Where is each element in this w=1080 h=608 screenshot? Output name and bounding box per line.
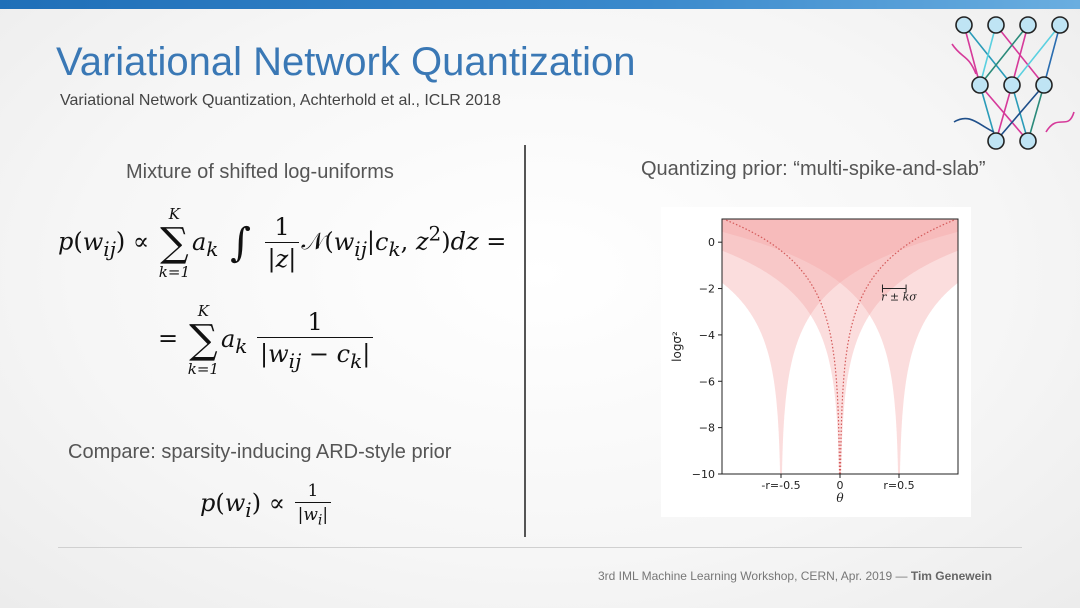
spike-region-1 [722, 219, 958, 474]
neural-network-icon [951, 16, 1075, 150]
center-spike-boundary-left [725, 219, 841, 474]
mixture-equation-line2: = K ∑ k=1 ak 1 |wij − ck| [158, 302, 375, 378]
y-tick-label: −8 [699, 422, 715, 435]
prior-chart-svg: 0 −2 −4 −6 −8 −10 -r=-0.5 0 r=0.5 θ logσ² r ± kσ [670, 218, 959, 505]
mixture-equation-line1: p(wij) ∝ K ∑ k=1 ak ∫ 1 |z| 𝒩(wij|ck, z2)dz = [58, 205, 507, 281]
x-tick-label: 0 [837, 479, 844, 492]
quantizing-prior-heading: Quantizing prior: “multi-spike-and-slab” [641, 158, 986, 180]
top-accent-bar [0, 0, 1080, 9]
page-title: Variational Network Quantization [56, 40, 636, 84]
mixture-heading: Mixture of shifted log-uniforms [126, 161, 394, 183]
annotation-label: r ± kσ [881, 291, 917, 304]
y-tick-label: −4 [699, 329, 715, 342]
y-tick-label: −6 [699, 375, 715, 388]
footer-divider [58, 547, 1022, 548]
y-axis-label: logσ² [670, 331, 684, 362]
spike-slab-regions [722, 219, 958, 474]
spike-region-2 [722, 219, 958, 474]
spike-region-0 [722, 219, 958, 474]
page-subtitle: Variational Network Quantization, Achter… [60, 92, 501, 109]
column-divider [524, 145, 526, 537]
y-tick-label: 0 [708, 236, 715, 249]
y-tick-label: −10 [692, 468, 715, 481]
prior-plot: 0 −2 −4 −6 −8 −10 -r=-0.5 0 r=0.5 θ logσ² r ± kσ [661, 207, 971, 517]
footer-author: Tim Genewein [910, 569, 992, 583]
x-axis-label: θ [836, 491, 844, 505]
footer-workshop: 3rd IML Machine Learning Workshop, CERN,… [598, 569, 911, 583]
y-tick-label: −2 [699, 283, 715, 296]
x-tick-label: r=0.5 [883, 479, 914, 492]
center-spike-boundary-right [839, 219, 955, 474]
ard-prior-equation: p(wi) ∝ 1 |wi| [200, 481, 333, 528]
compare-label: Compare: sparsity-inducing ARD-style pri… [68, 441, 452, 463]
footer-credit: 3rd IML Machine Learning Workshop, CERN,… [598, 569, 992, 583]
x-tick-label: -r=-0.5 [761, 479, 800, 492]
